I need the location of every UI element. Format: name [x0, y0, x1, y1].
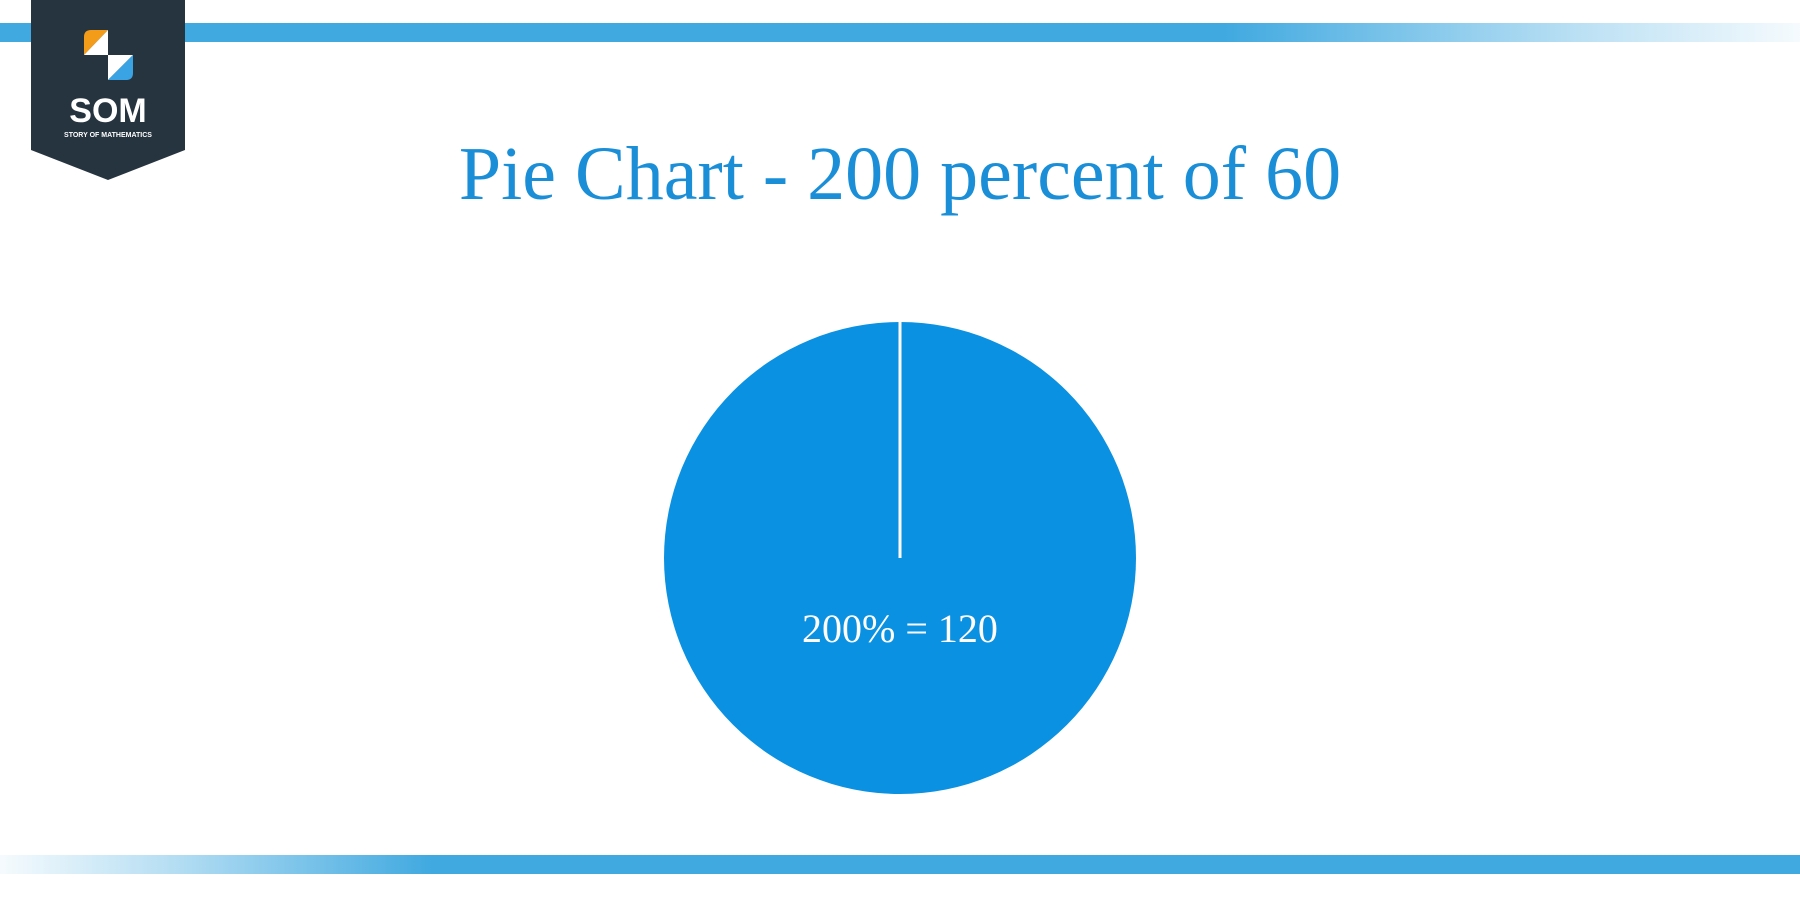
logo-abbreviation: SOM	[69, 92, 146, 130]
logo-white-quadrant-top	[84, 30, 108, 55]
pie-group: 200% = 120	[664, 322, 1136, 794]
som-logo: SOM STORY OF MATHEMATICS	[31, 0, 185, 180]
logo-badge-background	[31, 0, 185, 180]
top-accent-bar	[0, 23, 1800, 42]
bottom-accent-bar	[0, 855, 1800, 874]
logo-blue-quadrant	[108, 55, 133, 80]
chart-title: Pie Chart - 200 percent of 60	[458, 132, 1342, 216]
slice-label: 200% = 120	[802, 606, 998, 651]
logo-full-name: STORY OF MATHEMATICS	[64, 132, 152, 139]
som-logo-graphic: SOM STORY OF MATHEMATICS	[31, 0, 185, 180]
